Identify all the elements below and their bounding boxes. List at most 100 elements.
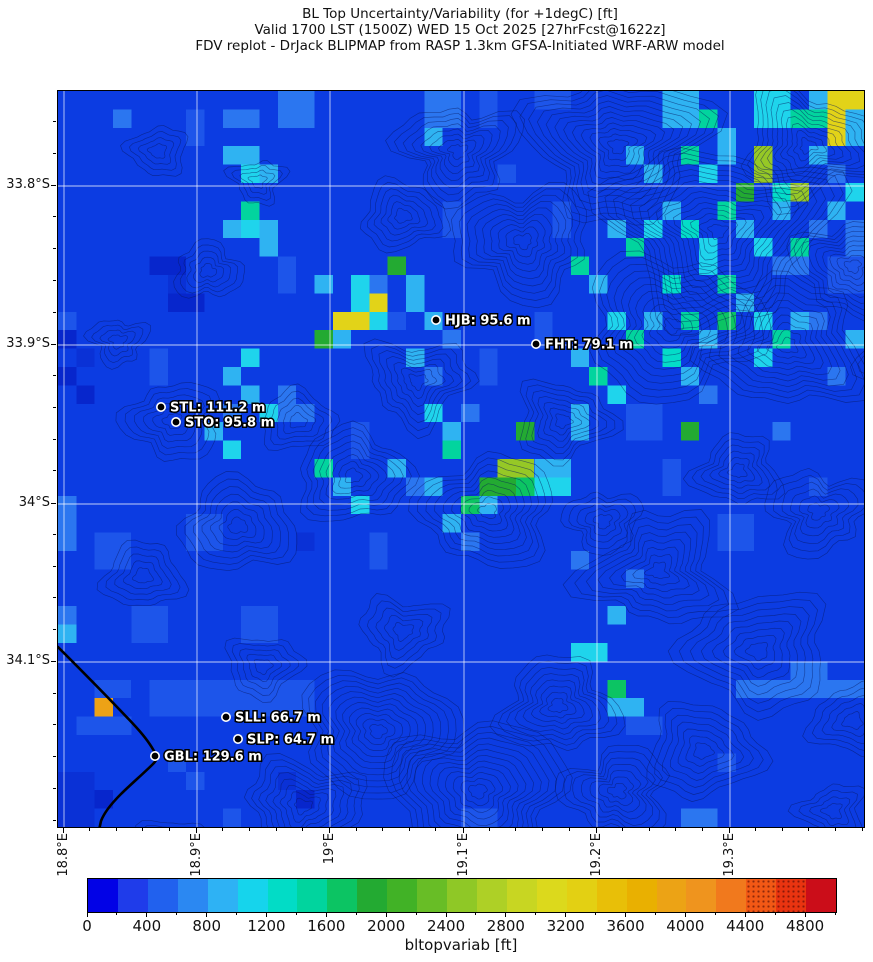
tick-mark: [52, 216, 56, 218]
colorbar-segment: [387, 879, 418, 912]
colorbar-segment: [447, 879, 477, 912]
tick-mark: [52, 120, 56, 122]
colorbar-segment: [207, 879, 238, 912]
tick-mark: [568, 827, 570, 831]
tick-mark: [52, 692, 56, 694]
tick-mark: [52, 152, 56, 154]
tick-mark: [169, 827, 171, 831]
tick-mark: [52, 533, 56, 535]
ytick-label: 34.1°S: [6, 653, 50, 668]
colorbar-segment: [297, 879, 328, 912]
colorbar-tick-label: 3200: [546, 917, 585, 935]
colorbar-tick: [684, 911, 686, 917]
station-label-HJB: HJB: 95.6 m: [445, 314, 531, 329]
colorbar-segment: [596, 879, 627, 912]
colorbar-tick-label: 2400: [426, 917, 466, 935]
colorbar-tick-label: 3600: [606, 917, 645, 935]
tick-mark: [50, 343, 56, 345]
tick-mark: [52, 406, 56, 408]
colorbar-segment: [417, 879, 448, 912]
ytick-label: 33.9°S: [6, 336, 50, 351]
colorbar-caption: bltopvariab [ft]: [404, 936, 518, 954]
colorbar-tick-label: 4800: [785, 917, 825, 935]
colorbar-segment: [716, 879, 747, 912]
xtick-label: 19°E: [322, 833, 337, 865]
title-line-2: Valid 1700 LST (1500Z) WED 15 Oct 2025 […: [254, 22, 666, 38]
tick-mark: [355, 827, 357, 831]
station-label-STL: STL: 111.2 m: [170, 401, 265, 416]
station-label-SLL: SLL: 66.7 m: [235, 711, 321, 726]
colorbar-tick: [834, 911, 836, 915]
tick-mark: [755, 827, 757, 831]
colorbar-tick: [86, 911, 88, 917]
colorbar-tick-label: 2800: [486, 917, 525, 935]
colorbar-tick: [116, 911, 118, 915]
colorbar-tick: [595, 911, 597, 915]
station-label-GBL: GBL: 129.6 m: [164, 750, 262, 765]
station-marker-STO: [171, 416, 182, 427]
colorbar-tick: [206, 911, 208, 917]
tick-mark: [488, 827, 490, 831]
tick-mark: [52, 819, 56, 821]
colorbar-tick: [654, 911, 656, 915]
xtick-label: 19.1°E: [456, 833, 471, 877]
colorbar-tick: [236, 911, 238, 915]
tick-mark: [52, 756, 56, 758]
tick-mark: [222, 827, 224, 831]
map-plot-area: HJB: 95.6 m FHT: 79.1 m STL: 111.2 m STO: 9…: [57, 90, 865, 828]
colorbar-segment: [626, 879, 657, 912]
colorbar-tick: [415, 911, 417, 915]
tick-mark: [808, 827, 810, 831]
colorbar-tick: [804, 911, 806, 917]
colorbar-tick-label: 1200: [247, 917, 286, 935]
colorbar-tick-label: 800: [192, 917, 221, 935]
tick-mark: [52, 724, 56, 726]
colorbar-segment: [506, 879, 537, 912]
station-marker-FHT: [530, 339, 541, 350]
xtick-label: 19.2°E: [589, 833, 604, 877]
colorbar-tick: [295, 911, 297, 915]
xtick-label: 18.9°E: [189, 833, 204, 877]
tick-mark: [52, 597, 56, 599]
tick-mark: [52, 375, 56, 377]
colorbar-tick-label: 1600: [307, 917, 346, 935]
colorbar-segment: [327, 879, 358, 912]
station-marker-STL: [156, 401, 167, 412]
plot-title: BL Top Uncertainty/Variability (for +1de…: [47, 6, 873, 54]
colorbar-tick: [355, 911, 357, 915]
colorbar-segment: [566, 879, 597, 912]
tick-mark: [195, 827, 197, 833]
colorbar-tick: [385, 911, 387, 917]
colorbar-segment: [536, 879, 567, 912]
xtick-label: 19.3°E: [722, 833, 737, 877]
station-marker-GBL: [150, 750, 161, 761]
station-label-SLP: SLP: 64.7 m: [247, 733, 334, 748]
tick-mark: [50, 502, 56, 504]
tick-mark: [142, 827, 144, 831]
tick-mark: [52, 279, 56, 281]
tick-mark: [52, 470, 56, 472]
colorbar-tick: [325, 911, 327, 917]
colorbar-segment: [776, 879, 807, 912]
title-line-3: FDV replot - DrJack BLIPMAP from RASP 1.…: [195, 38, 725, 54]
colorbar-tick-label: 2000: [367, 917, 406, 935]
colorbar-segment: [147, 879, 178, 912]
colorbar-tick: [774, 911, 776, 915]
colorbar-tick-label: 4400: [726, 917, 765, 935]
tick-mark: [52, 438, 56, 440]
colorbar-tick: [714, 911, 716, 915]
colorbar-tick: [475, 911, 477, 915]
ytick-label: 33.8°S: [6, 177, 50, 192]
colorbar-segment: [357, 879, 388, 912]
colorbar-segment: [88, 879, 118, 912]
station-marker-HJB: [430, 315, 441, 326]
tick-mark: [50, 660, 56, 662]
tick-mark: [621, 827, 623, 831]
colorbar-tick: [146, 911, 148, 917]
colorbar-segment: [117, 879, 148, 912]
tick-mark: [52, 311, 56, 313]
tick-mark: [408, 827, 410, 831]
colorbar-segment: [476, 879, 507, 912]
